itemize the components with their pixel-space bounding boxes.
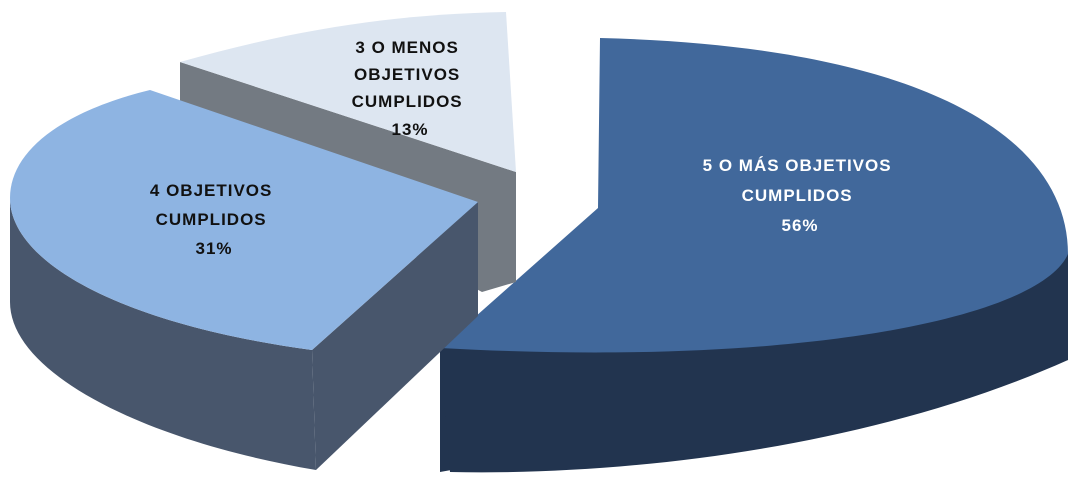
slice-5-o-mas-label-line1: 5 O MÁS OBJETIVOS <box>703 156 892 175</box>
slice-5-o-mas-top <box>440 38 1068 353</box>
svg-text:3 O MENOS OBJETIVOS: 3 O MENOS OBJETIVOS CUMPLIDOS 13% <box>352 38 469 139</box>
slice-4-objetivos-percent: 31% <box>195 239 232 258</box>
slice-4-objetivos-label-line2: CUMPLIDOS <box>156 210 267 229</box>
slice-5-o-mas-group: 5 O MÁS OBJETIVOS CUMPLIDOS 56% <box>440 38 1068 473</box>
svg-text:5 O MÁS OBJETIVOS CUMPLI: 5 O MÁS OBJETIVOS CUMPLIDOS 56% <box>703 156 898 235</box>
slice-3-o-menos-label-line2: OBJETIVOS <box>354 65 460 84</box>
slice-4-objetivos-side-front <box>10 198 316 470</box>
slice-4-objetivos-side-cut <box>312 202 478 470</box>
slice-5-o-mas-percent: 56% <box>781 216 818 235</box>
slice-3-o-menos-label-line1: 3 O MENOS <box>355 38 458 57</box>
svg-text:4 OBJETIVOS CUMPLIDOS: 4 OBJETIVOS CUMPLIDOS 31% <box>150 181 278 258</box>
slice-3-o-menos-label-line3: CUMPLIDOS <box>352 92 463 111</box>
slice-5-o-mas-label-line2: CUMPLIDOS <box>742 186 853 205</box>
slice-4-objetivos-label-line1: 4 OBJETIVOS <box>150 181 272 200</box>
slice-4-objetivos-top <box>10 90 478 350</box>
slice-3-o-menos-percent: 13% <box>391 120 428 139</box>
slice-4-objetivos-group: 4 OBJETIVOS CUMPLIDOS 31% <box>10 90 478 470</box>
slice-3-o-menos-top <box>180 12 516 172</box>
